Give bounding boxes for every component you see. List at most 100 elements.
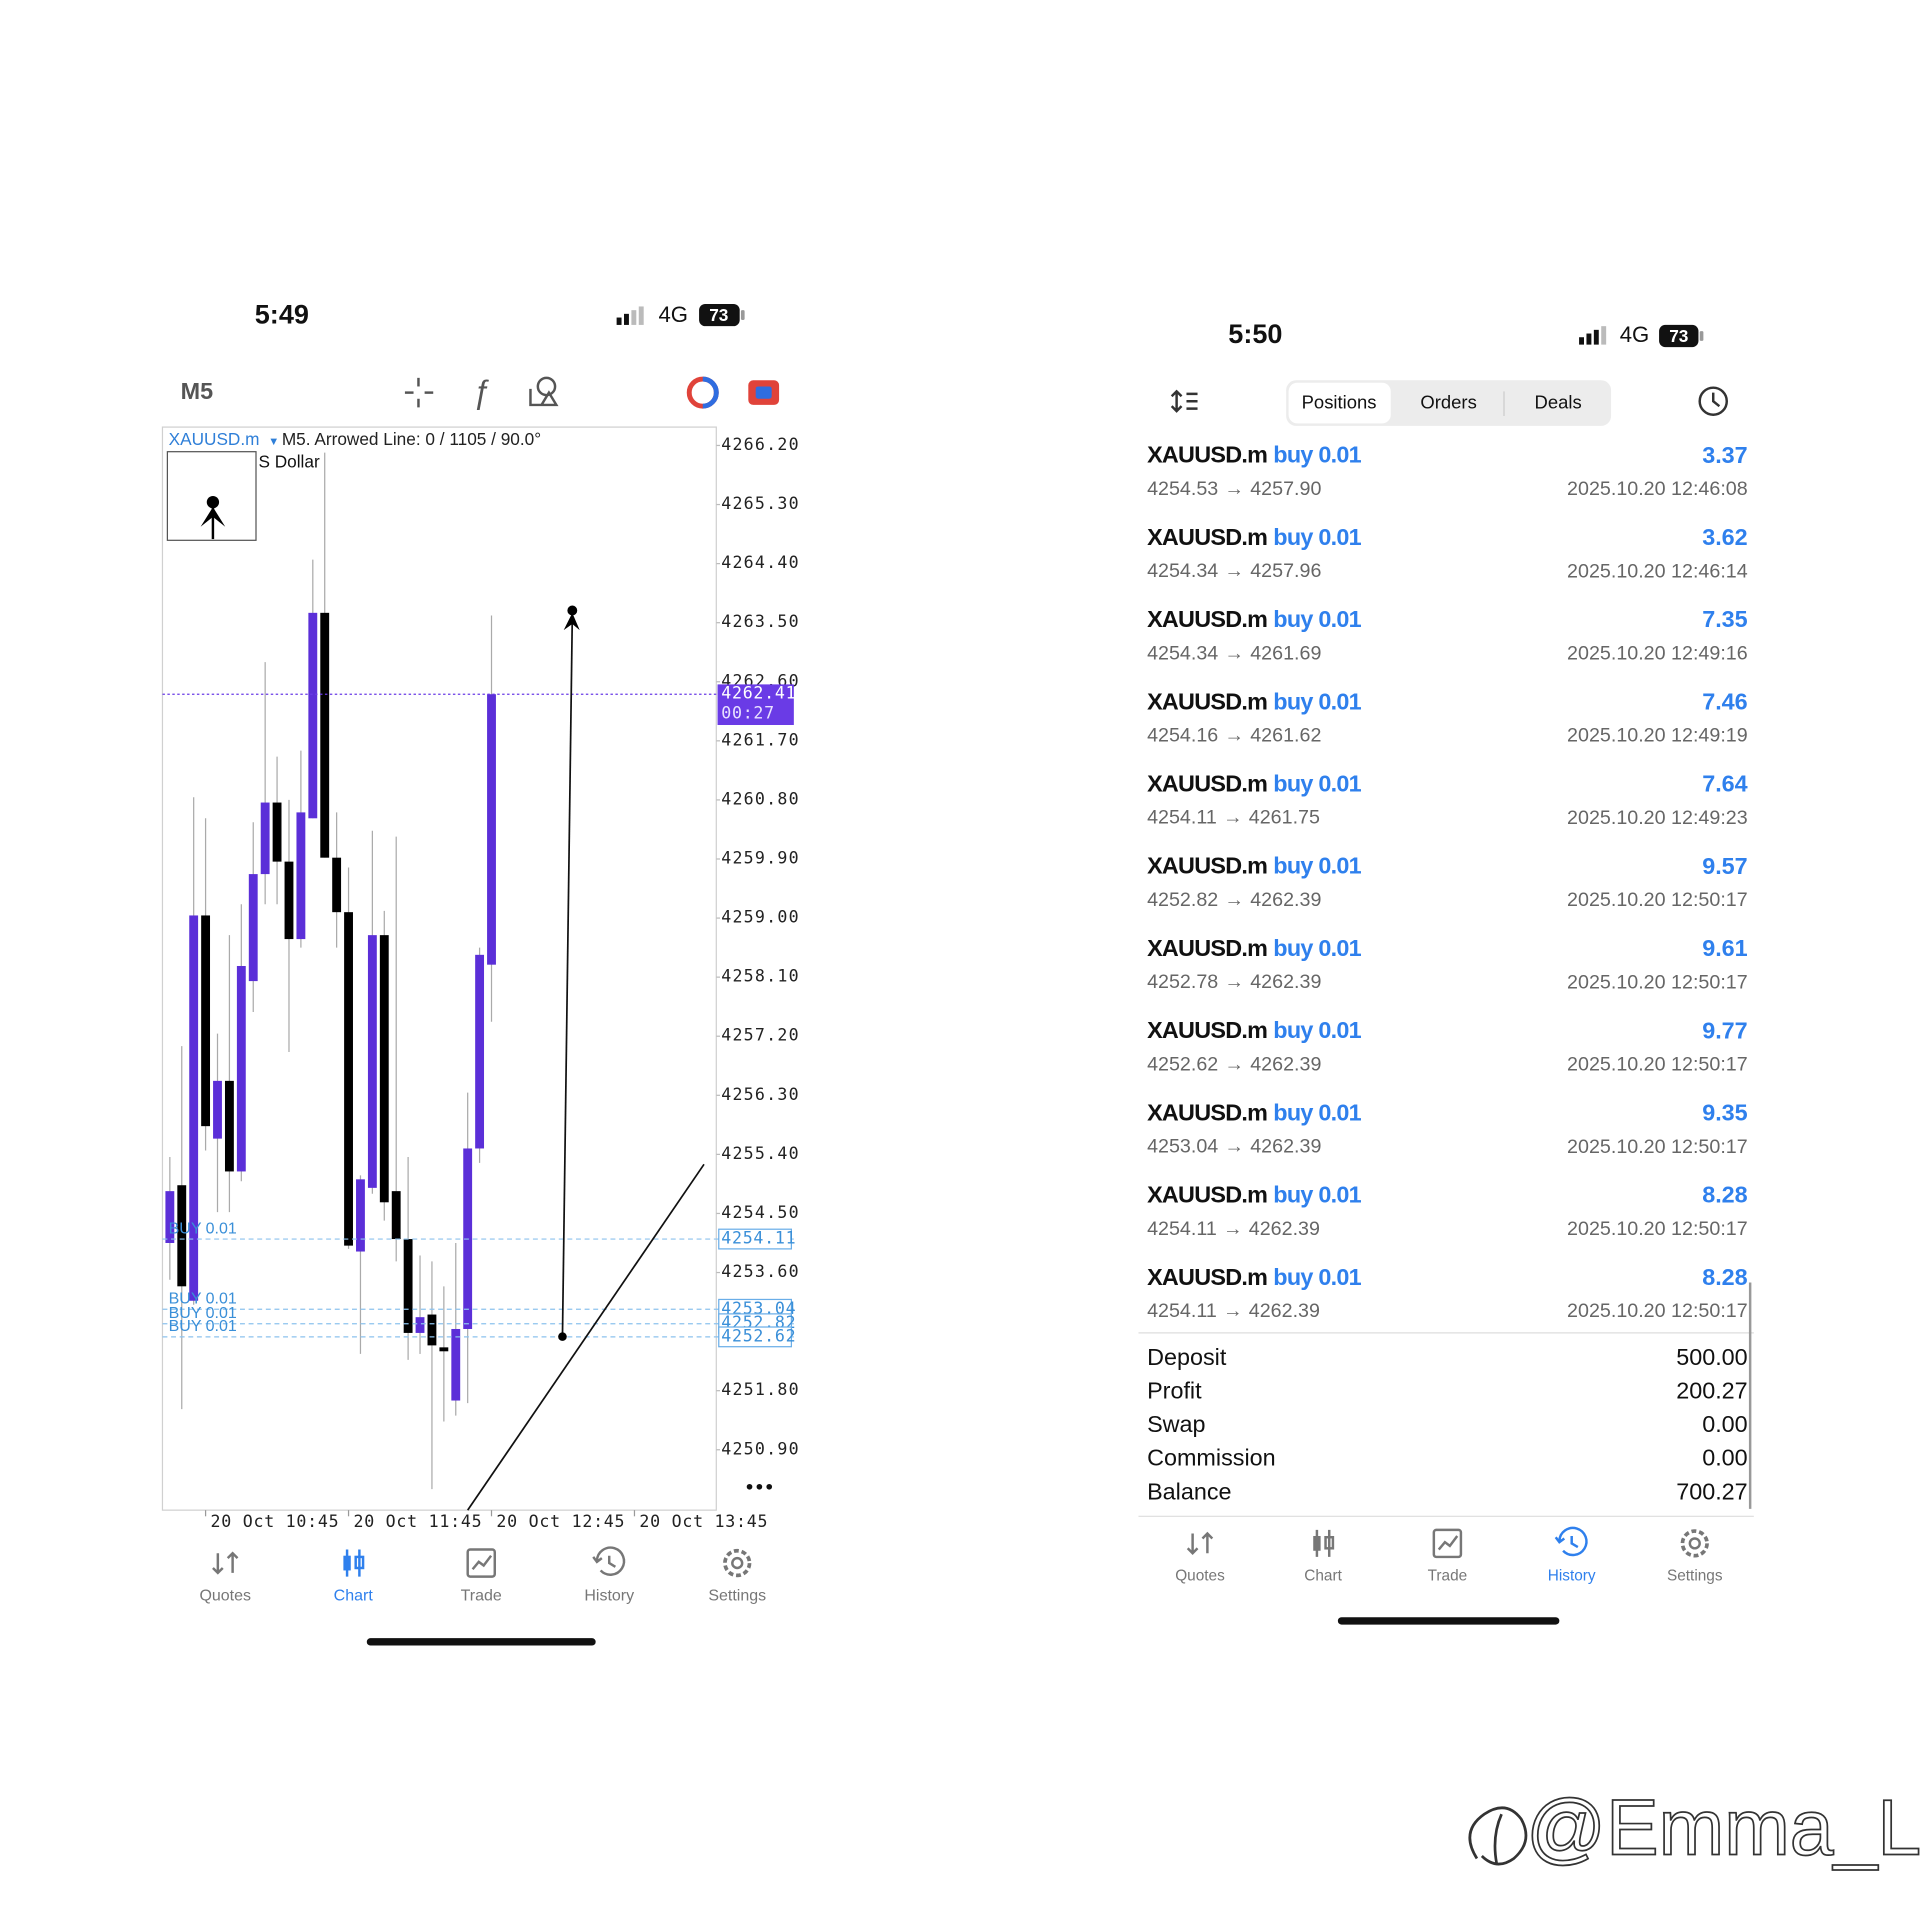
chart: 4266.204265.304264.404263.504262.604261.… xyxy=(162,435,799,1531)
open-price: 4252.62 xyxy=(1147,1054,1218,1076)
position-row[interactable]: XAUUSD.m buy 0.01 7.46 4254.16 → 4261.62 2025.… xyxy=(1147,688,1748,746)
icon-stroke xyxy=(1711,392,1721,408)
tab-bar: Quotes Chart Trade History Settings xyxy=(1175,1526,1723,1585)
period-icon[interactable] xyxy=(1698,386,1728,416)
arrowed-line[interactable] xyxy=(558,605,580,1341)
trade-signal-icon[interactable] xyxy=(686,376,719,409)
position-row[interactable]: XAUUSD.m buy 0.01 8.28 4254.11 → 4262.39 2025.… xyxy=(1147,1264,1748,1322)
tab[interactable]: Settings xyxy=(1667,1529,1723,1585)
position-row[interactable]: XAUUSD.m buy 0.01 3.37 4254.53 → 4257.90 2025.… xyxy=(1147,442,1748,500)
timeframe[interactable]: M5 xyxy=(181,378,213,404)
symbol: XAUUSD.m xyxy=(1147,688,1267,714)
segment[interactable]: Deals xyxy=(1535,392,1582,413)
y-tick-label: 4261.70 xyxy=(721,730,800,749)
order-price: 4252.62 xyxy=(721,1326,796,1345)
open-price: 4254.53 xyxy=(1147,478,1218,500)
prices: 4252.62 → 4262.39 xyxy=(1147,1054,1321,1076)
profit: 8.28 xyxy=(1702,1264,1748,1290)
candle-body xyxy=(165,1191,175,1243)
candle-body xyxy=(224,1080,234,1172)
candle-body xyxy=(236,965,246,1172)
position-title: XAUUSD.m buy 0.01 xyxy=(1147,606,1362,632)
price-arrow: → xyxy=(1223,1218,1243,1240)
side: buy 0.01 xyxy=(1273,771,1361,797)
open-price: 4253.04 xyxy=(1147,1136,1218,1158)
more-icon[interactable] xyxy=(746,1483,773,1490)
tab[interactable]: Settings xyxy=(708,1548,766,1605)
position-time: 2025.10.20 12:46:08 xyxy=(1567,478,1748,500)
x-tick-label: 20 Oct 13:45 xyxy=(639,1512,768,1531)
candle-body xyxy=(213,1080,222,1139)
y-tick-label: 4259.90 xyxy=(721,848,800,867)
segment[interactable]: Orders xyxy=(1420,392,1476,413)
dot xyxy=(746,1483,753,1490)
position-row[interactable]: XAUUSD.m buy 0.01 9.57 4252.82 → 4262.39 2025.… xyxy=(1147,853,1748,911)
tab[interactable]: Chart xyxy=(334,1549,374,1605)
tab[interactable]: Quotes xyxy=(1175,1531,1225,1585)
crosshair-icon[interactable] xyxy=(404,377,434,408)
summary-value: 200.27 xyxy=(1676,1378,1748,1404)
current-price: 4262.41 xyxy=(721,684,796,703)
y-tick-label: 4260.80 xyxy=(721,789,800,808)
position-time: 2025.10.20 12:49:23 xyxy=(1567,807,1748,829)
position-row[interactable]: XAUUSD.m buy 0.01 8.28 4254.11 → 4262.39 2025.… xyxy=(1147,1182,1748,1240)
price-arrow: → xyxy=(1224,889,1244,911)
position-row[interactable]: XAUUSD.m buy 0.01 9.61 4252.78 → 4262.39 2025.… xyxy=(1147,935,1748,993)
trend-line[interactable] xyxy=(466,1163,705,1511)
tab[interactable]: Trade xyxy=(461,1548,502,1605)
watermark-logo xyxy=(1468,1806,1528,1866)
symbol: XAUUSD.m xyxy=(1147,771,1267,797)
open-price: 4254.34 xyxy=(1147,560,1218,582)
candle-body xyxy=(260,802,270,875)
candle-body xyxy=(296,812,306,940)
signal-bar xyxy=(1593,329,1599,345)
profit: 8.28 xyxy=(1702,1182,1748,1208)
order-price-box xyxy=(718,1326,792,1348)
price-arrow: → xyxy=(1223,807,1243,829)
symbol[interactable]: XAUUSD.m xyxy=(169,429,260,449)
one-click-icon[interactable] xyxy=(748,380,780,405)
chart-icon xyxy=(1324,1535,1335,1550)
position-row[interactable]: XAUUSD.m buy 0.01 7.35 4254.34 → 4261.69 2025.… xyxy=(1147,606,1748,664)
position-time: 2025.10.20 12:50:17 xyxy=(1567,971,1748,993)
position-row[interactable]: XAUUSD.m buy 0.01 9.35 4253.04 → 4262.39 2025.… xyxy=(1147,1100,1748,1158)
tab[interactable]: History xyxy=(584,1546,634,1605)
chart-title: M5. Arrowed Line: 0 / 1105 / 90.0° xyxy=(282,429,541,449)
summary: Deposit 500.00 Profit 200.27 Swap 0.00 Commiss… xyxy=(1147,1344,1748,1504)
tab[interactable]: History xyxy=(1548,1526,1596,1585)
order-label: BUY 0.01 xyxy=(169,1291,237,1308)
signal-bar xyxy=(1579,337,1584,345)
quotes-icon xyxy=(212,1551,239,1575)
tab-label: Chart xyxy=(334,1588,374,1605)
network: 4G xyxy=(1620,322,1650,347)
summary-value: 0.00 xyxy=(1702,1445,1748,1471)
icon-stroke xyxy=(200,507,226,527)
objects-icon[interactable] xyxy=(529,376,559,407)
symbol-dropdown[interactable]: ▼ xyxy=(268,436,279,448)
battery-level: 73 xyxy=(1669,326,1688,346)
symbol: XAUUSD.m xyxy=(1147,442,1267,468)
candle-body xyxy=(391,1191,401,1240)
sort-icon[interactable] xyxy=(1170,389,1198,413)
close-price: 4262.39 xyxy=(1249,1300,1320,1322)
signal-bar xyxy=(1601,326,1607,345)
x-tick-label: 20 Oct 10:45 xyxy=(211,1512,340,1531)
symbol: XAUUSD.m xyxy=(1147,935,1267,961)
candle-body xyxy=(487,694,496,965)
chart-icon xyxy=(354,1555,365,1570)
candle-body xyxy=(332,857,342,913)
position-row[interactable]: XAUUSD.m buy 0.01 9.77 4252.62 → 4262.39 2025.… xyxy=(1147,1017,1748,1075)
tab[interactable]: Quotes xyxy=(199,1551,251,1605)
y-tick-label: 4255.40 xyxy=(721,1144,800,1163)
position-row[interactable]: XAUUSD.m buy 0.01 3.62 4254.34 → 4257.96 2025.… xyxy=(1147,524,1748,582)
profit: 9.35 xyxy=(1702,1100,1748,1126)
segment[interactable]: Positions xyxy=(1302,392,1377,413)
side: buy 0.01 xyxy=(1273,1182,1361,1208)
position-row[interactable]: XAUUSD.m buy 0.01 7.64 4254.11 → 4261.75 2025.… xyxy=(1147,771,1748,829)
position-time: 2025.10.20 12:49:16 xyxy=(1567,642,1748,664)
indicator-icon[interactable]: ƒ xyxy=(472,373,490,409)
tab[interactable]: Trade xyxy=(1428,1528,1468,1585)
trade-icon xyxy=(1432,1528,1463,1559)
tab[interactable]: Chart xyxy=(1304,1529,1343,1585)
home-indicator xyxy=(366,1638,596,1646)
